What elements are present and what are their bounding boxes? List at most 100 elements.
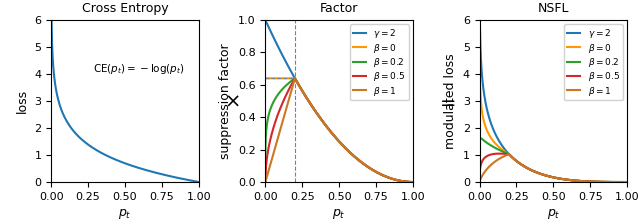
Title: Factor: Factor — [320, 2, 358, 15]
Line: $\gamma = 2$: $\gamma = 2$ — [266, 20, 413, 182]
Text: $\times$: $\times$ — [224, 91, 240, 111]
Y-axis label: modulated loss: modulated loss — [444, 53, 457, 149]
$\beta = 1$ — [262, 181, 269, 183]
Line: $\beta = 0$: $\beta = 0$ — [479, 0, 627, 182]
Line: $\beta = 0.5$: $\beta = 0.5$ — [266, 78, 413, 182]
Legend: $\gamma = 2$, $\beta = 0$, $\beta = 0.2$, $\beta = 0.5$, $\beta = 1$: $\gamma = 2$, $\beta = 0$, $\beta = 0.2$… — [564, 24, 623, 100]
$\beta = 0.5$ — [619, 181, 627, 183]
$\beta = 1$ — [405, 180, 413, 183]
Line: $\beta = 1$: $\beta = 1$ — [266, 78, 413, 182]
$\beta = 1$ — [409, 181, 417, 183]
$\beta = 0$ — [619, 181, 627, 183]
$\beta = 1$ — [619, 181, 627, 183]
$\gamma = 2$ — [543, 174, 551, 177]
$\gamma = 2$ — [619, 181, 627, 183]
$\beta = 1$ — [405, 180, 413, 183]
$\beta = 0$ — [378, 173, 385, 176]
Line: $\beta = 1$: $\beta = 1$ — [479, 154, 627, 182]
$\beta = 0.2$ — [409, 181, 417, 183]
$\beta = 0.5$ — [483, 155, 491, 157]
$\beta = 0$ — [409, 181, 417, 183]
$\beta = 0.2$ — [592, 180, 600, 183]
$\beta = 1$ — [476, 181, 483, 183]
$\beta = 0$ — [330, 133, 337, 136]
$\beta = 1$ — [543, 174, 551, 177]
$\gamma = 2$ — [619, 181, 627, 183]
$\beta = 0.2$ — [405, 180, 413, 183]
$\gamma = 2$ — [378, 173, 385, 176]
Text: CE$(p_t) = -\log(p_t)$: CE$(p_t) = -\log(p_t)$ — [93, 62, 184, 76]
$\beta = 0.5$ — [476, 180, 483, 183]
$\beta = 1$ — [548, 176, 556, 178]
$\beta = 0.2$ — [262, 172, 269, 174]
$\beta = 0.2$ — [619, 181, 627, 183]
$\beta = 0.5$ — [496, 152, 504, 155]
$\gamma = 2$ — [269, 35, 276, 38]
$\gamma = 2$ — [330, 133, 337, 136]
$\beta = 0$ — [592, 180, 600, 183]
$\gamma = 2$ — [333, 138, 341, 141]
$\beta = 0.5$ — [269, 128, 276, 131]
$\gamma = 2$ — [409, 181, 417, 183]
$\beta = 0$ — [269, 77, 276, 80]
$\beta = 0.5$ — [623, 181, 631, 183]
$\beta = 0.2$ — [619, 181, 627, 183]
$\beta = 1$ — [333, 138, 341, 141]
$\beta = 0$ — [483, 129, 491, 132]
$\beta = 0.2$ — [476, 160, 483, 163]
X-axis label: $p_t$: $p_t$ — [547, 207, 560, 221]
$\beta = 0.5$ — [592, 180, 600, 183]
$\beta = 0$ — [262, 77, 269, 80]
Text: $=$: $=$ — [436, 91, 456, 111]
$\beta = 1$ — [291, 77, 299, 80]
$\beta = 0.5$ — [333, 138, 341, 141]
$\beta = 0$ — [333, 138, 341, 141]
$\beta = 0.2$ — [483, 142, 491, 144]
$\beta = 1$ — [592, 180, 600, 183]
$\beta = 0.5$ — [405, 180, 413, 183]
$\beta = 0.2$ — [477, 137, 484, 139]
$\gamma = 2$ — [592, 180, 600, 183]
$\beta = 0.5$ — [548, 176, 556, 178]
$\beta = 0.5$ — [330, 133, 337, 136]
Line: $\beta = 0.2$: $\beta = 0.2$ — [266, 78, 413, 182]
$\beta = 1$ — [483, 168, 491, 170]
Line: $\beta = 0.2$: $\beta = 0.2$ — [479, 138, 627, 182]
$\beta = 0.5$ — [405, 180, 413, 183]
$\gamma = 2$ — [483, 108, 491, 111]
$\gamma = 2$ — [405, 180, 413, 183]
$\beta = 0$ — [623, 181, 631, 183]
$\beta = 0.2$ — [623, 181, 631, 183]
$\beta = 0.5$ — [543, 174, 551, 177]
$\gamma = 2$ — [547, 176, 555, 178]
$\beta = 1$ — [378, 173, 385, 176]
Y-axis label: loss: loss — [16, 89, 29, 113]
$\beta = 1$ — [330, 133, 337, 136]
Line: $\beta = 0$: $\beta = 0$ — [266, 78, 413, 182]
X-axis label: $p_t$: $p_t$ — [118, 207, 132, 221]
$\gamma = 2$ — [262, 19, 269, 21]
$\beta = 0.2$ — [269, 102, 276, 104]
Title: NSFL: NSFL — [538, 2, 569, 15]
$\gamma = 2$ — [405, 180, 413, 183]
$\beta = 0.2$ — [330, 133, 337, 136]
$\beta = 0$ — [405, 180, 413, 183]
$\beta = 0$ — [543, 174, 551, 177]
$\beta = 1$ — [619, 181, 627, 183]
$\beta = 0.2$ — [548, 176, 556, 178]
$\beta = 0.5$ — [409, 181, 417, 183]
$\beta = 1$ — [623, 181, 631, 183]
$\beta = 0$ — [405, 180, 413, 183]
$\beta = 1$ — [505, 153, 513, 156]
$\gamma = 2$ — [623, 181, 631, 183]
$\beta = 0.5$ — [619, 181, 627, 183]
$\beta = 0.2$ — [333, 138, 341, 141]
Title: Cross Entropy: Cross Entropy — [82, 2, 168, 15]
Line: $\gamma = 2$: $\gamma = 2$ — [479, 0, 627, 182]
$\beta = 0$ — [547, 176, 555, 178]
Line: $\beta = 0.5$: $\beta = 0.5$ — [479, 154, 627, 182]
$\beta = 0.5$ — [262, 180, 269, 183]
X-axis label: $p_t$: $p_t$ — [332, 207, 346, 221]
$\beta = 1$ — [269, 154, 276, 157]
$\beta = 0.2$ — [378, 173, 385, 176]
